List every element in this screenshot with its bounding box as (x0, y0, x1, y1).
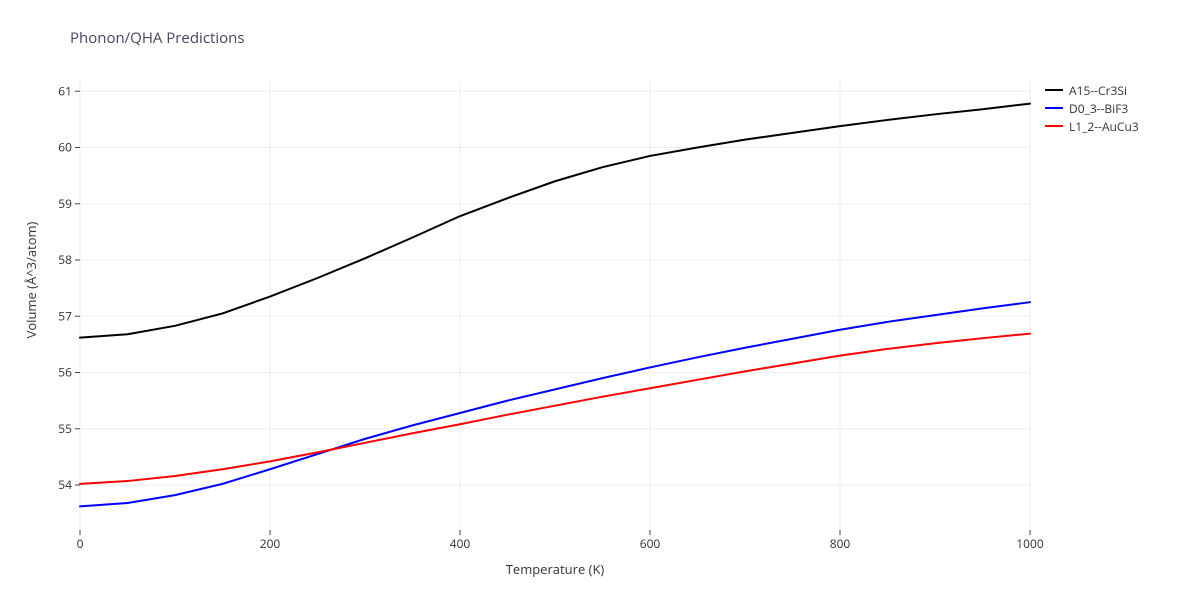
svg-text:55: 55 (58, 420, 72, 437)
legend-label: A15--Cr3Si (1069, 82, 1127, 99)
svg-text:800: 800 (830, 535, 851, 552)
svg-text:0: 0 (77, 535, 84, 552)
legend-item[interactable]: L1_2--AuCu3 (1045, 118, 1139, 134)
legend-swatch (1045, 107, 1063, 109)
svg-text:61: 61 (58, 82, 72, 99)
legend-item[interactable]: D0_3--BiF3 (1045, 100, 1139, 116)
legend-label: D0_3--BiF3 (1069, 100, 1128, 117)
legend-swatch (1045, 89, 1063, 91)
svg-text:59: 59 (58, 195, 72, 212)
legend-label: L1_2--AuCu3 (1069, 118, 1139, 135)
series-line (80, 334, 1030, 484)
svg-text:600: 600 (640, 535, 661, 552)
svg-text:400: 400 (450, 535, 471, 552)
legend-swatch (1045, 125, 1063, 127)
svg-text:200: 200 (260, 535, 281, 552)
chart-svg: 0 200 400 600 800 1000 54 55 56 57 58 59 60 61 (0, 0, 1200, 600)
series-line (80, 104, 1030, 338)
svg-text:57: 57 (58, 307, 72, 324)
x-axis-label: Temperature (K) (80, 560, 1030, 578)
chart-container: Phonon/QHA Predictions 02004006008001000… (0, 0, 1200, 600)
svg-text:56: 56 (58, 364, 72, 381)
svg-text:58: 58 (58, 251, 72, 268)
series-line (80, 302, 1030, 506)
legend-item[interactable]: A15--Cr3Si (1045, 82, 1139, 98)
y-axis-label: Volume (Å^3/atom) (22, 180, 40, 380)
svg-text:60: 60 (58, 139, 72, 156)
svg-text:54: 54 (58, 476, 72, 493)
legend: A15--Cr3SiD0_3--BiF3L1_2--AuCu3 (1045, 82, 1139, 136)
svg-text:1000: 1000 (1016, 535, 1044, 552)
